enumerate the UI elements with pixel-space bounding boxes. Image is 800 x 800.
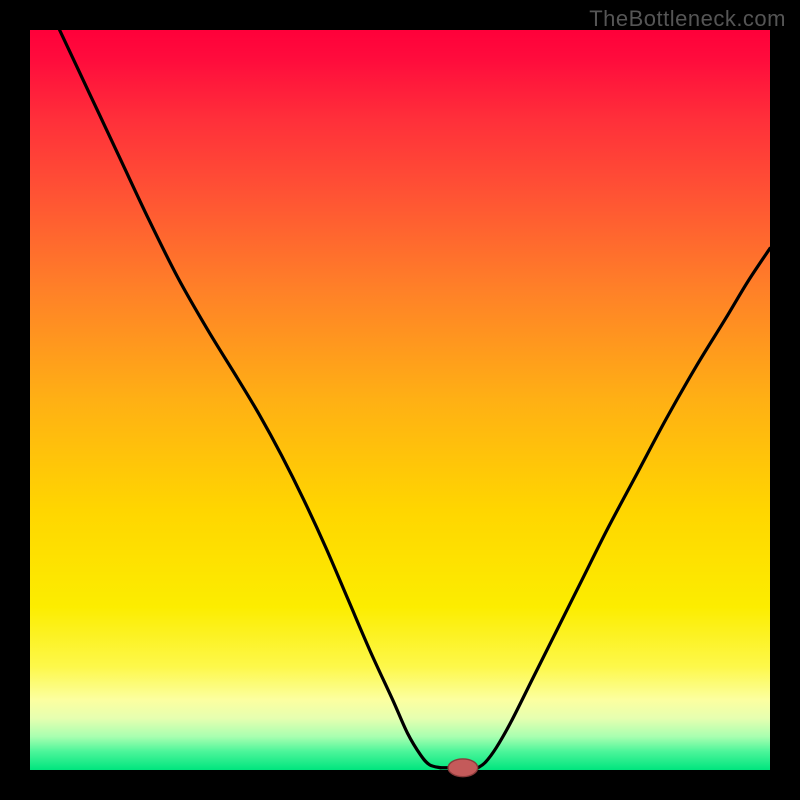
chart-root: TheBottleneck.com bbox=[0, 0, 800, 800]
bottleneck-marker bbox=[448, 759, 478, 777]
watermark-text: TheBottleneck.com bbox=[589, 6, 786, 32]
bottleneck-chart bbox=[0, 0, 800, 800]
